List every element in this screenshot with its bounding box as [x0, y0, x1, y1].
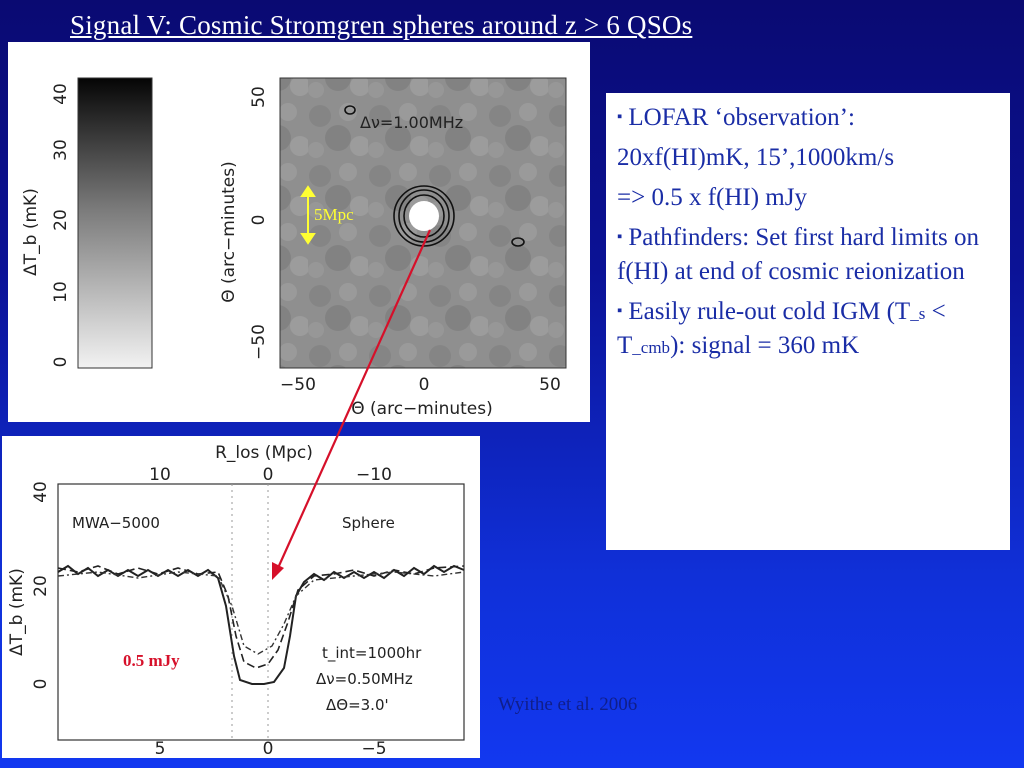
map-y-tick: 0 [249, 215, 269, 226]
scale-bar [300, 185, 316, 245]
bullet-marker: ▪ [617, 303, 623, 319]
bullet-text: Pathfinders: Set first hard limits on f(… [617, 224, 979, 285]
colorbar-ticks: 40 30 20 10 0 [51, 83, 71, 367]
colorbar [77, 77, 153, 369]
bullet-text: => 0.5 x f(HI) mJy [617, 184, 807, 211]
integration-time-label: t_int=1000hr [322, 644, 422, 663]
map-x-tick: −50 [280, 375, 316, 395]
bullet-item: ▪ Easily rule-out cold IGM (T_s < T_cmb):… [617, 295, 1000, 363]
bullet-text: 20xf(HI)mK, 15’,1000km/s [617, 144, 895, 171]
profile-x-tick: 5 [155, 739, 166, 758]
map-y-tick: −50 [249, 324, 269, 360]
bullet-item: => 0.5 x f(HI) mJy [617, 181, 1000, 215]
colorbar-axis-label: ΔT_b (mK) [21, 188, 41, 276]
map-x-tick: 0 [419, 375, 430, 395]
profile-dashdot [57, 571, 465, 655]
bullet-text: LOFAR ‘observation’: [628, 104, 855, 131]
bullet-marker: ▪ [617, 109, 623, 125]
top-tick: 0 [263, 465, 274, 485]
scale-label: 5Mpc [314, 205, 354, 224]
stromgren-map-figure: 40 30 20 10 0 ΔT_b (mK) Δν=1.00MHz 50 0 [8, 42, 590, 422]
los-profile-figure: R_los (Mpc) 10 0 −10 40 20 0 5 0 −5 ΔT_b… [2, 436, 480, 758]
colorbar-tick: 30 [51, 139, 71, 161]
bullet-text: ): signal = 360 mK [670, 332, 860, 359]
bullet-item: ▪ Pathfinders: Set first hard limits on f… [617, 221, 1000, 289]
colorbar-tick: 0 [51, 357, 71, 368]
bandwidth-label: Δν=0.50MHz [316, 670, 413, 688]
profile-x-tick: −5 [361, 739, 386, 758]
top-tick: −10 [356, 465, 392, 485]
stromgren-sphere [409, 201, 439, 231]
bullet-subscript: _s [910, 304, 926, 323]
instrument-label: MWA−5000 [72, 514, 160, 532]
bandwidth-annotation: Δν=1.00MHz [360, 113, 463, 132]
map-y-tick: 50 [249, 86, 269, 108]
profile-plot-frame [57, 483, 465, 741]
bullet-text: Easily rule-out cold IGM (T [628, 298, 911, 325]
profile-y-tick: 20 [31, 575, 51, 597]
profile-x-tick: 0 [263, 739, 274, 758]
slide-title: Signal V: Cosmic Stromgren spheres aroun… [70, 10, 693, 40]
profile-y-axis-label: ΔT_b (mK) [7, 568, 27, 656]
citation: Wyithe et al. 2006 [498, 694, 638, 715]
colorbar-tick: 10 [51, 281, 71, 303]
map-x-tick: 50 [539, 375, 561, 395]
map-x-axis-label: Θ (arc−minutes) [351, 399, 493, 419]
profile-y-tick: 40 [31, 481, 51, 503]
bullet-text: < T [617, 298, 946, 359]
colorbar-tick: 40 [51, 83, 71, 105]
profile-y-tick: 0 [31, 679, 51, 690]
profile-dashed [57, 565, 465, 669]
bullet-marker: ▪ [617, 229, 623, 245]
top-axis-label: R_los (Mpc) [215, 443, 313, 463]
flux-label: 0.5 mJy [123, 651, 180, 670]
top-tick: 10 [149, 465, 171, 485]
bullet-item: ▪ LOFAR ‘observation’: [617, 101, 1000, 135]
map-y-axis-label: Θ (arc−minutes) [219, 161, 239, 303]
model-label: Sphere [342, 514, 395, 532]
bullet-item: 20xf(HI)mK, 15’,1000km/s [617, 141, 1000, 175]
bullet-list: ▪ LOFAR ‘observation’: 20xf(HI)mK, 15’,10… [606, 93, 1010, 550]
colorbar-tick: 20 [51, 209, 71, 231]
bullet-subscript: _cmb [632, 338, 671, 357]
beam-label: ΔΘ=3.0' [326, 696, 389, 714]
